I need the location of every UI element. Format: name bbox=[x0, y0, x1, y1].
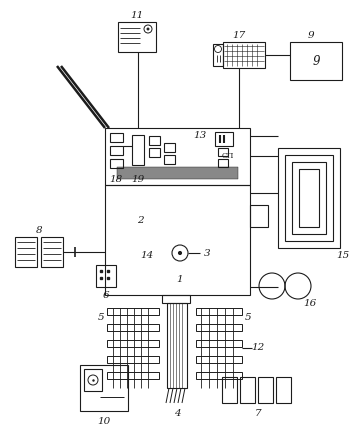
Circle shape bbox=[147, 28, 149, 30]
Bar bbox=[110, 133, 123, 142]
Text: 5: 5 bbox=[245, 314, 251, 323]
Bar bbox=[105, 185, 250, 295]
Bar bbox=[107, 372, 159, 379]
Bar bbox=[110, 146, 123, 155]
Bar bbox=[107, 308, 159, 315]
Text: 17: 17 bbox=[232, 31, 246, 39]
Text: 4: 4 bbox=[174, 408, 180, 417]
Bar bbox=[250, 205, 268, 227]
Bar bbox=[164, 155, 175, 164]
Bar bbox=[149, 148, 160, 157]
Text: 16: 16 bbox=[303, 299, 317, 307]
Text: 18: 18 bbox=[109, 175, 123, 184]
Bar bbox=[96, 265, 116, 287]
Text: 3: 3 bbox=[204, 249, 210, 257]
Bar bbox=[117, 167, 238, 179]
Bar bbox=[196, 340, 242, 347]
Bar bbox=[107, 324, 159, 331]
Text: 7: 7 bbox=[255, 408, 261, 417]
Text: 14: 14 bbox=[140, 250, 154, 260]
Text: 19: 19 bbox=[131, 175, 145, 184]
Text: 12: 12 bbox=[251, 343, 265, 353]
Bar bbox=[164, 143, 175, 152]
Text: СП: СП bbox=[222, 152, 234, 160]
Bar bbox=[218, 148, 228, 156]
Circle shape bbox=[179, 252, 181, 254]
Bar bbox=[278, 148, 340, 248]
Text: 11: 11 bbox=[130, 11, 144, 19]
Bar bbox=[84, 369, 102, 391]
Bar bbox=[196, 372, 242, 379]
Text: 1: 1 bbox=[177, 276, 183, 284]
Bar bbox=[118, 22, 156, 52]
Text: 2: 2 bbox=[137, 215, 143, 225]
Text: 6: 6 bbox=[103, 291, 109, 299]
Bar bbox=[290, 42, 342, 80]
Bar bbox=[80, 365, 128, 411]
Bar bbox=[110, 159, 123, 168]
Text: 13: 13 bbox=[193, 132, 207, 140]
Bar bbox=[167, 303, 187, 388]
Text: 10: 10 bbox=[97, 416, 111, 425]
Bar bbox=[258, 377, 273, 403]
Bar bbox=[196, 324, 242, 331]
Bar bbox=[223, 42, 265, 68]
Bar bbox=[240, 377, 255, 403]
Bar bbox=[196, 356, 242, 363]
Bar bbox=[222, 377, 237, 403]
Bar bbox=[105, 128, 250, 185]
Text: 5: 5 bbox=[98, 314, 104, 323]
Text: 15: 15 bbox=[336, 250, 350, 260]
Text: 8: 8 bbox=[36, 225, 42, 234]
Bar bbox=[107, 356, 159, 363]
Bar bbox=[299, 169, 319, 227]
Bar bbox=[162, 295, 190, 303]
Text: 9: 9 bbox=[312, 54, 320, 67]
Bar bbox=[276, 377, 291, 403]
Bar bbox=[218, 159, 228, 167]
Bar bbox=[215, 132, 233, 146]
Bar bbox=[196, 308, 242, 315]
Bar bbox=[149, 136, 160, 145]
Bar bbox=[15, 237, 37, 267]
Bar bbox=[292, 162, 326, 234]
Bar bbox=[132, 135, 144, 165]
Bar bbox=[107, 340, 159, 347]
Bar bbox=[213, 44, 223, 66]
Text: 9: 9 bbox=[308, 31, 314, 39]
Bar bbox=[41, 237, 63, 267]
Bar bbox=[285, 155, 333, 241]
